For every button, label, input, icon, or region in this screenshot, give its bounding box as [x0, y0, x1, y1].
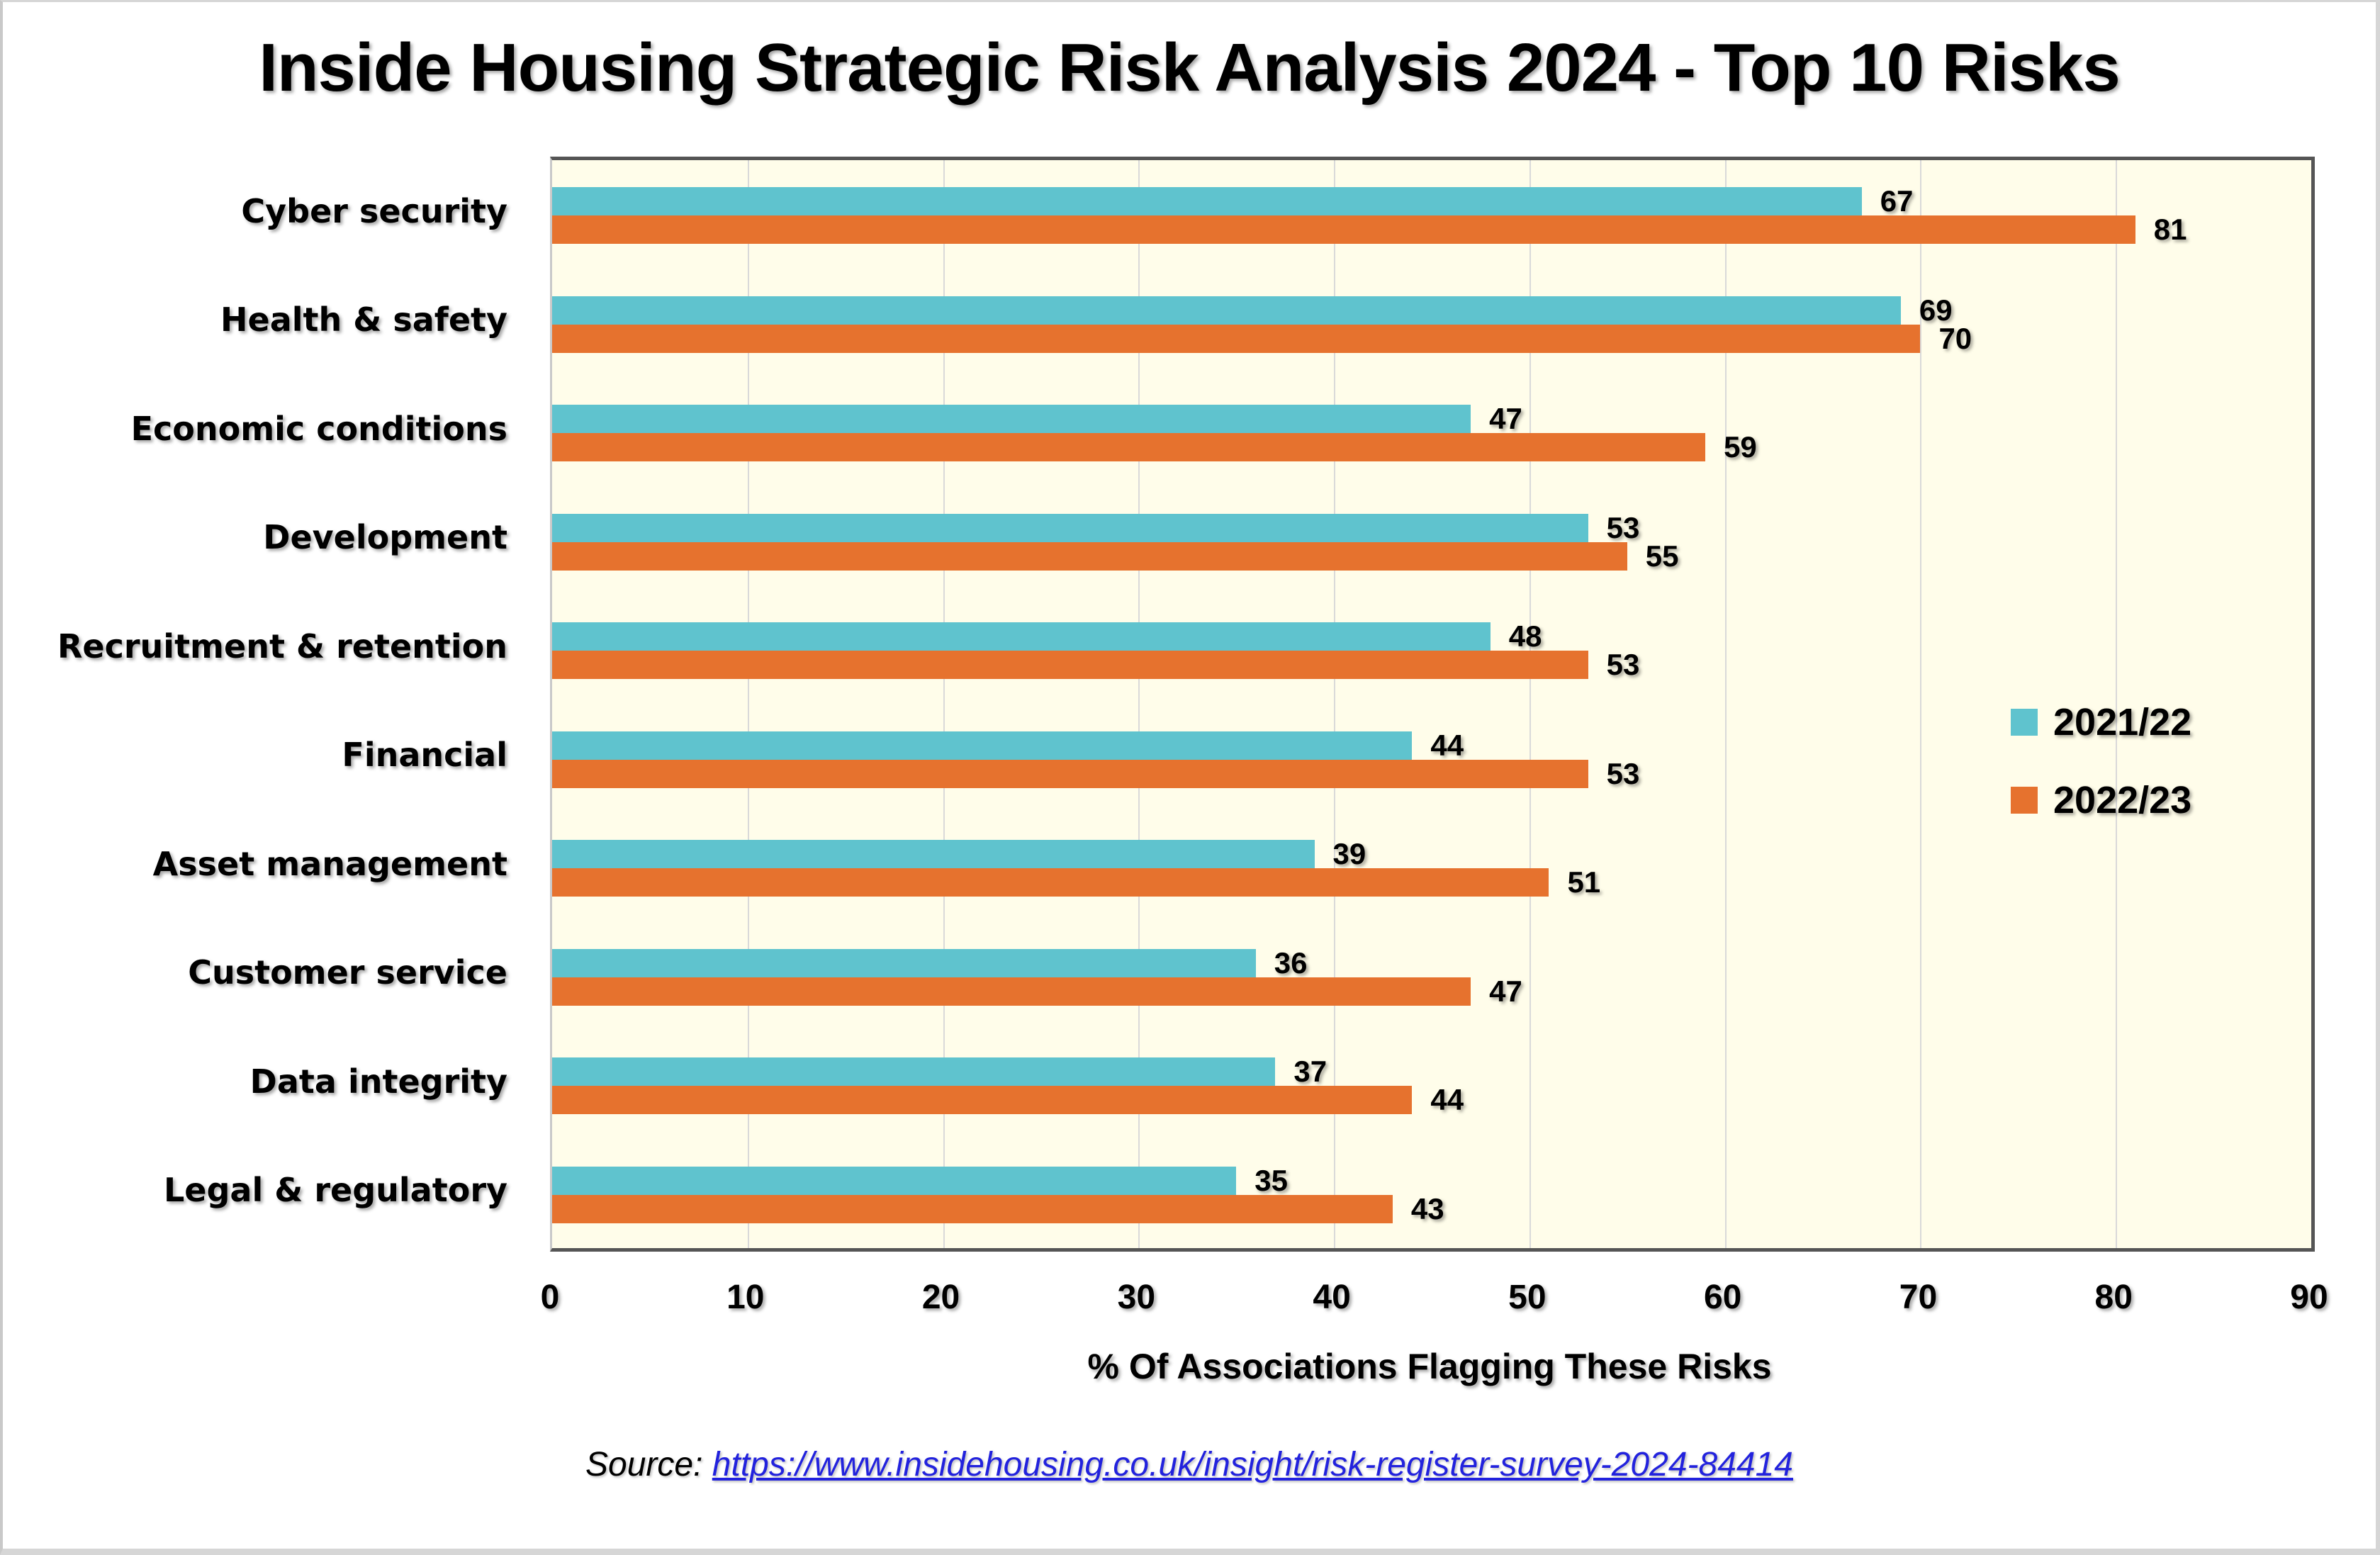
legend-swatch-icon [2011, 787, 2038, 814]
category-band: 44 53 [552, 704, 2311, 814]
bar-2021-22-recruitment-retention [552, 622, 1491, 651]
bar-value-label: 59 [1724, 430, 1757, 464]
bar-2021-22-cyber-security [552, 187, 1862, 215]
category-label-cyber-security: Cyber security [241, 191, 507, 230]
category-band: 36 47 [552, 922, 2311, 1031]
x-tick-label-50: 50 [1508, 1279, 1547, 1316]
bar-2022-23-cyber-security [552, 215, 2135, 244]
x-tick-label-0: 0 [540, 1279, 560, 1316]
category-label-customer-service: Customer service [188, 953, 507, 992]
x-tick-label-80: 80 [2094, 1279, 2133, 1316]
category-label-health-safety: Health & safety [220, 301, 507, 339]
x-tick-label-30: 30 [1117, 1279, 1156, 1316]
x-tick-label-20: 20 [921, 1279, 960, 1316]
source-link[interactable]: https://www.insidehousing.co.uk/insight/… [712, 1446, 1793, 1483]
category-label-recruitment-retention: Recruitment & retention [57, 627, 507, 666]
x-tick-label-10: 10 [726, 1279, 765, 1316]
category-band: 67 81 [552, 160, 2311, 269]
chart-title: Inside Housing Strategic Risk Analysis 2… [259, 30, 2121, 106]
category-band: 37 44 [552, 1031, 2311, 1140]
bar-value-label: 53 [1606, 648, 1640, 681]
gridline-x-30 [1138, 160, 1140, 1248]
category-label-data-integrity: Data integrity [249, 1062, 507, 1101]
bar-2022-23-customer-service [552, 977, 1471, 1006]
category-band: 69 70 [552, 269, 2311, 378]
bar-2021-22-legal-regulatory [552, 1166, 1237, 1195]
bar-value-label: 37 [1293, 1055, 1327, 1088]
category-band: 47 59 [552, 378, 2311, 487]
legend: 2021/22 2022/23 [2011, 700, 2191, 822]
gridline-x-40 [1334, 160, 1336, 1248]
category-label-legal-regulatory: Legal & regulatory [163, 1171, 507, 1210]
bar-value-label: 70 [1938, 321, 1972, 355]
bar-2022-23-asset-management [552, 868, 1549, 897]
plot-area: 67 81 69 70 47 59 53 55 48 53 44 53 39 51 36 47 37 44 35 43… [550, 157, 2315, 1252]
gridline-x-60 [1724, 160, 1727, 1248]
bar-value-label: 47 [1489, 974, 1522, 1008]
category-label-economic-conditions: Economic conditions [130, 409, 507, 448]
bar-value-label: 36 [1274, 945, 1308, 979]
bar-value-label: 44 [1430, 1083, 1464, 1116]
legend-item-2021-22: 2021/22 [2011, 700, 2191, 744]
gridline-x-70 [1920, 160, 1922, 1248]
bar-2021-22-health-safety [552, 296, 1901, 325]
bar-value-label: 39 [1332, 837, 1366, 870]
category-label-development: Development [263, 518, 507, 557]
bar-2022-23-development [552, 541, 1627, 571]
bar-value-label: 43 [1410, 1191, 1444, 1225]
legend-swatch-icon [2011, 709, 2038, 736]
bar-value-label: 67 [1880, 184, 1914, 218]
bar-2021-22-economic-conditions [552, 405, 1471, 433]
gridline-x-80 [2116, 160, 2118, 1248]
bar-value-label: 69 [1919, 293, 1953, 327]
bar-value-label: 48 [1508, 619, 1542, 653]
x-tick-label-90: 90 [2290, 1279, 2328, 1316]
bar-value-label: 44 [1430, 728, 1464, 762]
source-line: Source: https://www.insidehousing.co.uk/… [3, 1445, 2376, 1484]
bar-2022-23-data-integrity [552, 1086, 1413, 1114]
bar-2021-22-data-integrity [552, 1057, 1276, 1086]
bar-2022-23-recruitment-retention [552, 651, 1588, 679]
bar-2021-22-development [552, 513, 1588, 542]
x-axis-ticks: 0 10 20 30 40 50 60 70 80 90 [541, 1276, 2328, 1319]
legend-label: 2022/23 [2053, 779, 2192, 821]
category-label-financial: Financial [342, 736, 507, 775]
x-tick-label-70: 70 [1899, 1279, 1938, 1316]
category-band: 35 43 [552, 1140, 2311, 1249]
bar-2022-23-legal-regulatory [552, 1194, 1393, 1223]
bar-value-label: 53 [1606, 756, 1640, 790]
bar-2021-22-customer-service [552, 948, 1256, 977]
bar-2022-23-health-safety [552, 324, 1921, 353]
x-axis-title: % Of Associations Flagging These Risks [1087, 1347, 1772, 1386]
source-prefix-label: Source: [585, 1446, 712, 1483]
category-label-asset-management: Asset management [152, 844, 507, 883]
bar-value-label: 47 [1489, 402, 1522, 435]
bar-value-label: 51 [1567, 865, 1601, 899]
legend-item-2022-23: 2022/23 [2011, 778, 2191, 822]
gridline-x-20 [943, 160, 945, 1248]
bar-2021-22-financial [552, 731, 1413, 760]
category-band: 39 51 [552, 813, 2311, 922]
legend-label: 2021/22 [2053, 701, 2192, 743]
x-tick-label-60: 60 [1703, 1279, 1742, 1316]
bar-value-label: 81 [2153, 213, 2187, 246]
bar-value-label: 55 [1645, 539, 1679, 573]
bar-2022-23-financial [552, 759, 1588, 788]
bar-2022-23-economic-conditions [552, 433, 1706, 461]
category-band: 48 53 [552, 595, 2311, 704]
x-tick-label-40: 40 [1313, 1279, 1351, 1316]
bar-value-label: 53 [1606, 510, 1640, 544]
bar-value-label: 35 [1254, 1163, 1288, 1197]
category-band: 53 55 [552, 487, 2311, 596]
gridline-x-50 [1529, 160, 1531, 1248]
bar-2021-22-asset-management [552, 840, 1315, 868]
gridline-x-10 [747, 160, 749, 1248]
category-label-column: Cyber security Health & safety Economic co… [3, 157, 507, 1245]
